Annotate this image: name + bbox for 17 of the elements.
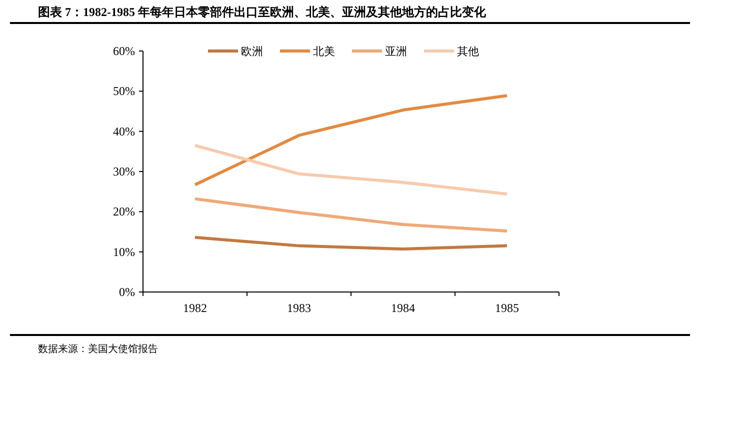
source-note: 数据来源：美国大使馆报告 (38, 343, 158, 355)
x-tick-label: 1984 (391, 301, 415, 315)
y-tick-label: 30% (113, 164, 135, 178)
y-tick-label: 60% (113, 44, 135, 58)
y-tick-label: 40% (113, 124, 135, 138)
y-tick-label: 10% (113, 244, 135, 259)
legend-label: 北美 (313, 45, 335, 58)
y-tick-label: 20% (113, 204, 135, 219)
legend-label: 其他 (457, 45, 479, 58)
y-tick-label: 0% (119, 285, 135, 299)
legend-label: 欧洲 (241, 45, 263, 58)
chart-title: 图表 7：1982-1985 年每年日本零部件出口至欧洲、北美、亚洲及其他地方的占比变化 (38, 5, 487, 19)
x-tick-label: 1982 (183, 301, 207, 315)
x-tick-label: 1983 (287, 301, 311, 315)
legend-label: 亚洲 (385, 45, 407, 58)
x-tick-label: 1985 (495, 301, 519, 315)
y-tick-label: 50% (113, 84, 135, 98)
